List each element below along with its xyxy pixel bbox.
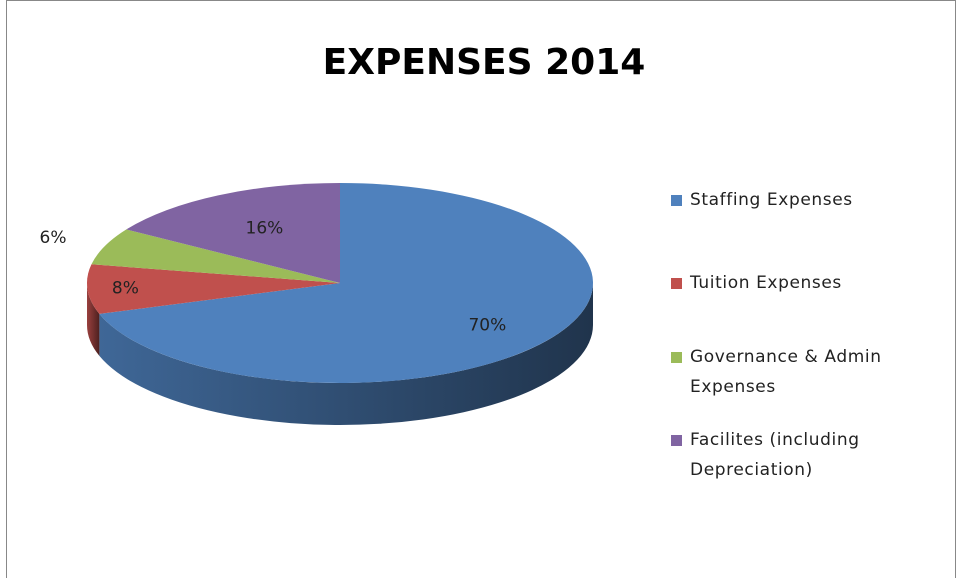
legend-label: Tuition Expenses xyxy=(690,273,842,293)
legend-swatch xyxy=(671,352,682,363)
legend-item: Facilites (including Depreciation) xyxy=(671,425,950,485)
data-label: 70% xyxy=(468,315,506,335)
legend-item: Governance & Admin Expenses xyxy=(671,342,950,402)
data-label: 6% xyxy=(40,228,67,248)
data-label: 16% xyxy=(246,219,284,239)
legend-swatch xyxy=(671,435,682,446)
slice-side xyxy=(99,283,594,426)
legend-label: Facilites (including Depreciation) xyxy=(690,430,860,480)
legend-item: Tuition Expenses xyxy=(671,268,950,298)
slice-side xyxy=(87,283,100,356)
slice xyxy=(126,183,340,283)
slice xyxy=(91,229,340,283)
slice xyxy=(87,264,340,314)
legend-swatch xyxy=(671,278,682,289)
legend-swatch xyxy=(671,195,682,206)
legend-label: Staffing Expenses xyxy=(690,190,853,210)
slice xyxy=(99,183,594,383)
chart-title: EXPENSES 2014 xyxy=(323,42,646,83)
legend-item: Staffing Expenses xyxy=(671,185,950,215)
data-label: 8% xyxy=(112,278,139,298)
legend-label: Governance & Admin Expenses xyxy=(690,347,882,397)
